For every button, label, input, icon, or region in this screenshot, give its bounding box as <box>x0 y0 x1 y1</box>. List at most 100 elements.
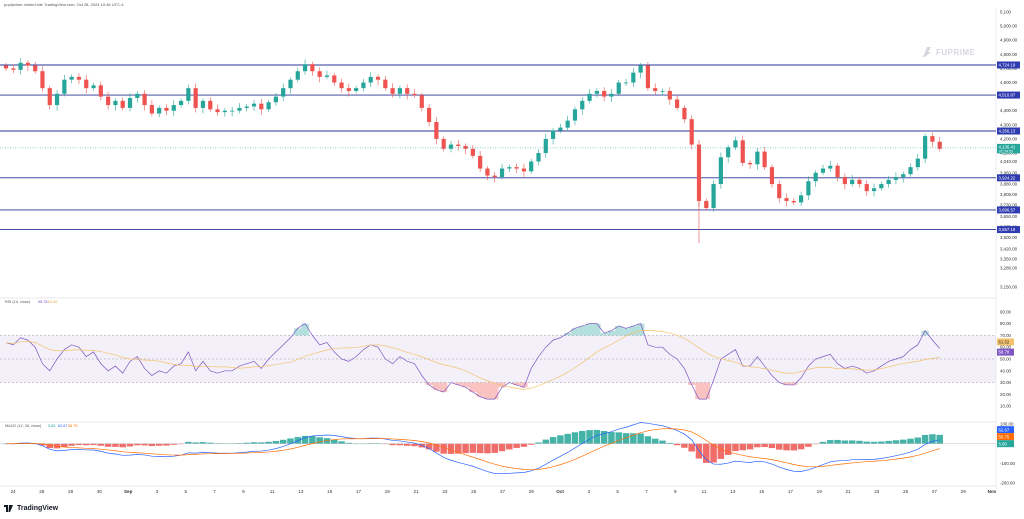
candle-body <box>295 71 300 80</box>
macd-histogram-bar <box>848 440 856 444</box>
rsi-overbought-fill <box>600 333 608 336</box>
price-axis-tick-label: 3,880.00 <box>1000 182 1018 187</box>
candle-body <box>813 172 818 182</box>
rsi-overbought-fill <box>585 323 594 336</box>
candle-body <box>828 165 833 169</box>
time-axis-tick-label: 21 <box>414 489 420 494</box>
candle-body <box>383 79 388 89</box>
rsi-axis-tick-label: 30.00 <box>1000 380 1012 385</box>
macd-histogram-bar <box>338 441 345 444</box>
macd-histogram-bar <box>688 443 695 452</box>
macd-histogram-bar <box>790 443 798 451</box>
time-axis-tick-label: 29 <box>961 489 967 494</box>
time-axis-tick-label: 3 <box>588 489 591 494</box>
candle-body <box>54 93 60 106</box>
candle-body <box>631 72 636 83</box>
candle-body <box>91 85 96 89</box>
candle-body <box>456 144 461 146</box>
macd-value-label: 62.67 <box>58 424 68 428</box>
candle-body <box>33 65 38 72</box>
macd-histogram-bar <box>506 443 513 450</box>
candle-body <box>3 65 9 69</box>
level-price-badge <box>997 226 1020 234</box>
macd-histogram-bar <box>250 442 258 444</box>
time-axis-tick-label: 19 <box>385 489 391 494</box>
time-axis-tick-label: Nov <box>988 489 997 494</box>
macd-histogram-bar <box>579 431 586 444</box>
candle-body <box>113 100 118 106</box>
macd-histogram-bar <box>805 443 812 447</box>
candle-body <box>499 168 505 177</box>
macd-histogram-bar <box>513 443 520 448</box>
candle-body <box>368 76 373 83</box>
price-axis-tick-label: 3,286.00 <box>1000 265 1018 270</box>
macd-histogram-bar <box>258 442 265 444</box>
macd-value-badge <box>997 433 1014 441</box>
macd-histogram-bar <box>520 443 528 447</box>
macd-histogram-bar <box>608 432 615 444</box>
time-axis-tick-label: 11 <box>702 489 707 494</box>
macd-line <box>5 422 940 475</box>
candle-body <box>521 168 527 172</box>
rsi-value-label: 58.78 <box>38 300 48 304</box>
candle-body <box>777 184 782 199</box>
candle-body <box>653 88 658 91</box>
time-axis-tick-label: 11 <box>270 489 275 494</box>
candle-body <box>602 90 607 97</box>
tradingview-logo-icon <box>4 505 13 512</box>
candle-body <box>696 144 702 201</box>
candle-body <box>507 167 512 169</box>
price-axis-tick-label: 5,000.00 <box>1000 24 1018 29</box>
macd-histogram-bar <box>724 443 732 455</box>
brand-watermark: FUPRIME <box>921 46 976 58</box>
candle-body <box>762 151 767 168</box>
candle-body <box>120 100 125 108</box>
tradingview-footer[interactable]: TradingView <box>4 505 58 512</box>
macd-histogram-bar <box>141 443 148 446</box>
macd-histogram-bar <box>46 443 54 449</box>
candle-body <box>463 145 468 149</box>
macd-histogram-bar <box>914 437 922 444</box>
price-axis-tick-label: 4,800.00 <box>1000 52 1018 57</box>
time-axis-tick-label: 7 <box>213 489 216 494</box>
rsi-oversold-fill <box>520 382 528 388</box>
level-price-label: 4,724.19 <box>999 63 1016 68</box>
candle-body <box>645 65 651 89</box>
macd-histogram-bar <box>834 439 841 444</box>
brand-logo-icon <box>923 47 931 57</box>
rsi-oversold-fill <box>790 382 798 385</box>
macd-histogram-bar <box>491 443 498 453</box>
price-axis-tick-label: 3,350.00 <box>1000 256 1018 261</box>
rsi-oversold-fill <box>440 382 448 393</box>
price-axis-tick-label: 4,040.00 <box>1000 159 1018 164</box>
macd-histogram-bar <box>921 434 929 444</box>
rsi-axis-tick-label: 60.00 <box>1000 345 1012 350</box>
candle-body <box>543 138 548 154</box>
rsi-oversold-fill <box>512 382 521 385</box>
candle-body <box>354 88 359 91</box>
candle-body <box>842 177 847 185</box>
macd-histogram-bar <box>192 442 199 444</box>
macd-histogram-bar <box>870 441 878 444</box>
candle-body <box>704 200 709 209</box>
rsi-axis-tick-label: 80.00 <box>1000 321 1012 326</box>
time-axis-tick-label: 19 <box>817 489 823 494</box>
candle-body <box>871 188 877 192</box>
rsi-value-badge <box>997 348 1014 356</box>
macd-histogram-bar <box>396 443 404 446</box>
candle-body <box>390 88 395 94</box>
time-axis-tick-label: 25 <box>471 489 477 494</box>
macd-histogram-bar <box>170 443 178 445</box>
candle-body <box>237 107 242 111</box>
candle-body <box>623 82 629 84</box>
level-price-badge <box>997 127 1020 135</box>
time-axis-tick-label: 15 <box>759 489 765 494</box>
time-axis-tick-label: 29 <box>529 489 535 494</box>
macd-histogram-bar <box>134 443 141 446</box>
rsi-value-badge <box>997 338 1014 346</box>
rsi-overbought-fill <box>607 330 616 336</box>
candle-body <box>281 88 286 97</box>
macd-hist-value-label: 5.80 <box>48 424 55 428</box>
time-axis-tick-label: 24 <box>10 489 16 494</box>
